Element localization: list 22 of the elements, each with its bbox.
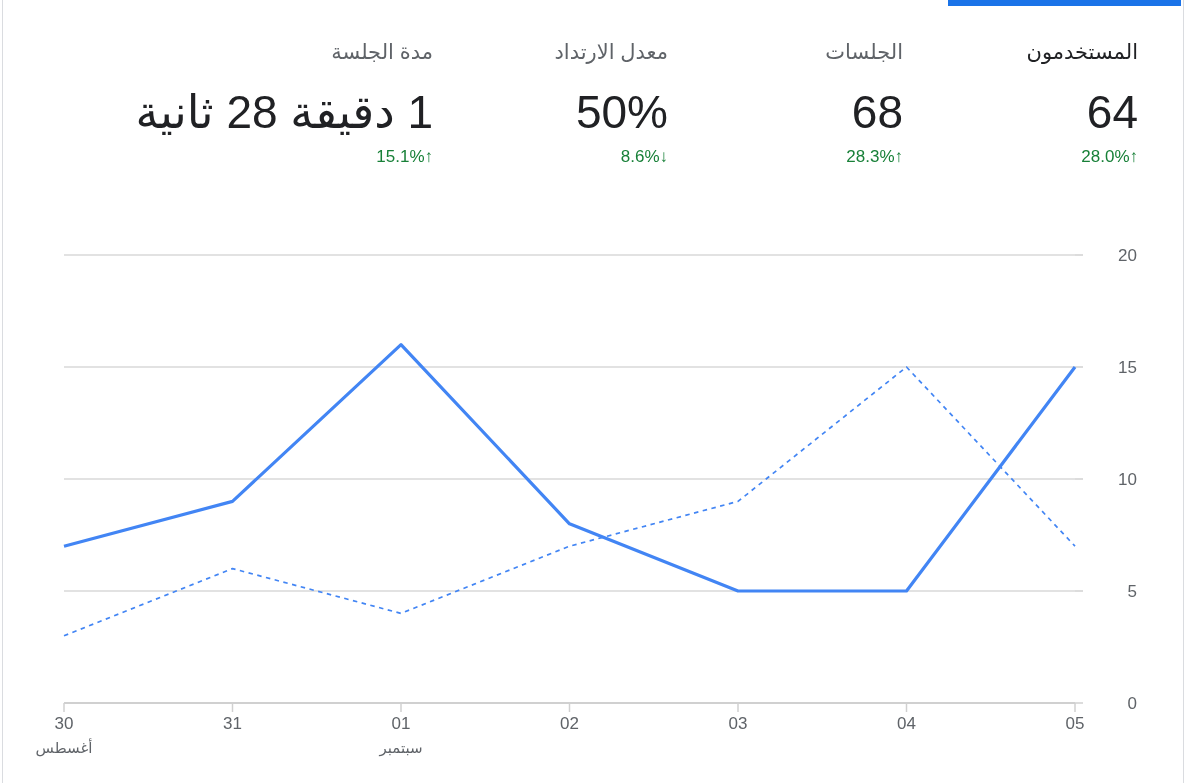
text: 28.3%↑ [846,147,903,166]
text: 50% [575,86,668,138]
y-tick-label: 5 [1127,581,1137,601]
text: معدل الارتداد [554,40,668,64]
text: 1 دقيقة 28 ثانية [135,86,433,138]
text: 64 [1086,86,1138,138]
text: 28.0%↑ [1081,147,1138,166]
text: 68 [851,86,903,138]
y-tick-label: 20 [1118,245,1137,265]
y-tick-label: 10 [1118,469,1137,489]
text: 8.6%↓ [620,147,668,166]
y-tick-label: 15 [1118,357,1137,377]
y-tick-label: 0 [1127,693,1137,713]
x-tick-label: 02 [560,713,579,733]
x-tick-label: 04 [897,713,916,733]
text: 15.1%↑ [376,147,433,166]
text: المستخدمون [1026,40,1138,64]
text: مدة الجلسة [331,40,433,64]
text: الجلسات [825,40,903,64]
x-tick-label: 05 [1065,713,1085,733]
x-tick-label: 03 [728,713,748,733]
x-tick-label: 31 [223,713,242,733]
